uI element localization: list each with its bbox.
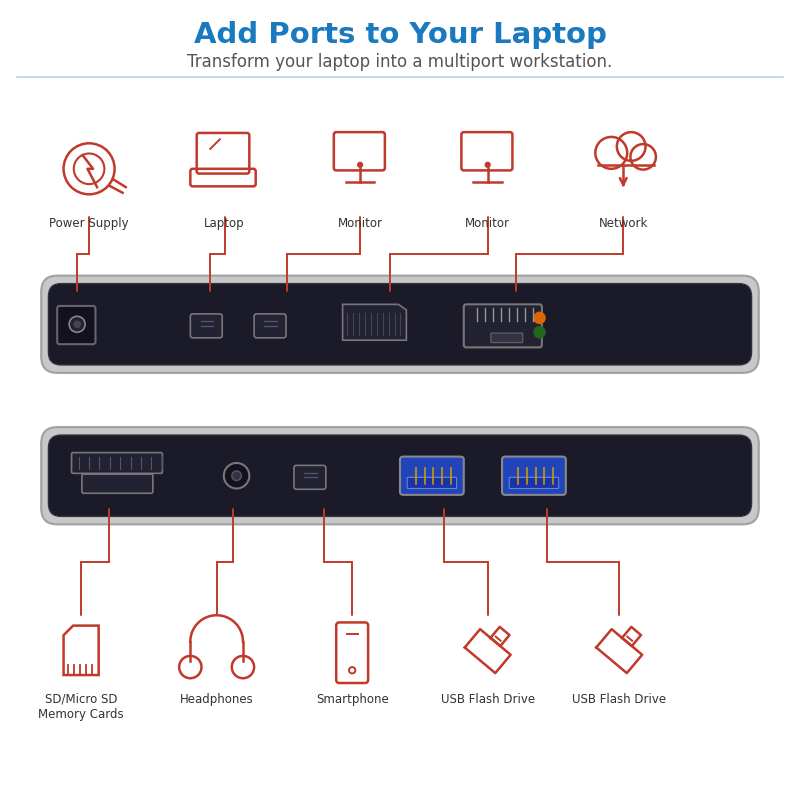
FancyBboxPatch shape	[400, 457, 464, 495]
FancyBboxPatch shape	[294, 466, 326, 490]
FancyBboxPatch shape	[71, 453, 162, 474]
FancyBboxPatch shape	[254, 314, 286, 338]
FancyBboxPatch shape	[464, 304, 542, 347]
Text: SD/Micro SD
Memory Cards: SD/Micro SD Memory Cards	[38, 693, 124, 721]
FancyBboxPatch shape	[82, 474, 153, 494]
Text: USB Flash Drive: USB Flash Drive	[572, 693, 666, 706]
Text: Smartphone: Smartphone	[316, 693, 389, 706]
Circle shape	[486, 162, 490, 167]
Text: USB Flash Drive: USB Flash Drive	[441, 693, 534, 706]
FancyBboxPatch shape	[49, 435, 751, 516]
FancyBboxPatch shape	[42, 427, 758, 524]
Circle shape	[74, 321, 80, 327]
FancyBboxPatch shape	[510, 478, 558, 489]
Polygon shape	[342, 304, 406, 340]
FancyBboxPatch shape	[49, 284, 751, 365]
Circle shape	[358, 162, 362, 167]
Text: Network: Network	[598, 217, 648, 230]
Circle shape	[224, 463, 250, 489]
Text: Headphones: Headphones	[180, 693, 254, 706]
Circle shape	[534, 326, 545, 338]
FancyBboxPatch shape	[491, 333, 522, 342]
Text: Laptop: Laptop	[204, 217, 245, 230]
FancyBboxPatch shape	[190, 314, 222, 338]
FancyBboxPatch shape	[42, 276, 758, 373]
FancyBboxPatch shape	[502, 457, 566, 495]
Text: Add Ports to Your Laptop: Add Ports to Your Laptop	[194, 22, 606, 50]
Text: Power Supply: Power Supply	[50, 217, 129, 230]
Text: Monitor: Monitor	[338, 217, 382, 230]
FancyBboxPatch shape	[407, 478, 457, 489]
Circle shape	[232, 471, 242, 481]
Circle shape	[69, 316, 85, 332]
Text: Monitor: Monitor	[465, 217, 510, 230]
FancyBboxPatch shape	[57, 306, 95, 344]
Circle shape	[534, 312, 545, 323]
Text: Transform your laptop into a multiport workstation.: Transform your laptop into a multiport w…	[187, 54, 613, 71]
